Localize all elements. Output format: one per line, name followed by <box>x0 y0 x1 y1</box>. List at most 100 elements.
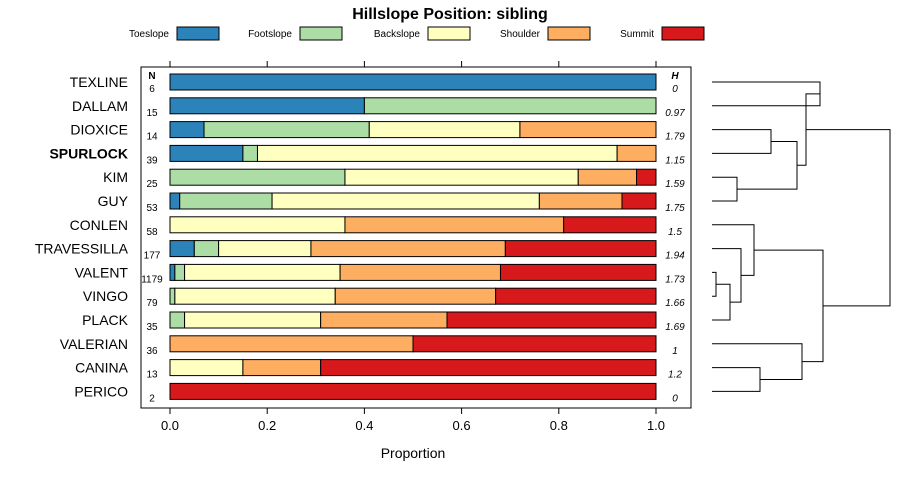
n-value-travessilla: 177 <box>144 251 161 262</box>
row-label-dioxice: DIOXICE <box>70 122 128 138</box>
bar-plack-summit <box>446 311 657 329</box>
bar-conlen-shoulder <box>344 216 565 234</box>
n-value-conlen: 58 <box>146 227 158 238</box>
n-value-texline: 6 <box>149 84 155 95</box>
bar-vingo-backslope <box>174 287 336 305</box>
row-label-conlen: CONLEN <box>70 217 128 233</box>
row-labels: TEXLINE DALLAM DIOXICE SPURLOCK KIM GUY CONLEN… <box>35 74 129 399</box>
bar-guy-toeslope <box>169 192 181 210</box>
bar-dioxice-backslope <box>368 121 521 139</box>
x-axis-title: Proportion <box>381 445 446 461</box>
dendro-valerian <box>712 343 803 380</box>
dendro-texline-dallam <box>712 81 821 107</box>
dendrogram <box>712 81 891 392</box>
row-label-perico: PERICO <box>74 383 128 399</box>
bar-plack-backslope <box>184 311 322 329</box>
bar-spurlock-footslope <box>242 144 258 162</box>
h-column-header: H <box>671 71 679 82</box>
bar-travessilla-toeslope <box>169 240 195 258</box>
plot-panel <box>140 66 692 409</box>
bar-dallam-toeslope <box>169 97 365 115</box>
dendro-vv-plack <box>712 283 731 321</box>
row-label-spurlock: SPURLOCK <box>49 145 128 161</box>
bar-spurlock-toeslope <box>169 144 244 162</box>
h-value-valent: 1.73 <box>665 274 685 285</box>
h-value-plack: 1.69 <box>665 322 685 333</box>
bar-guy-shoulder <box>538 192 623 210</box>
n-value-kim: 25 <box>146 179 158 190</box>
x-tick-label-4: 0.8 <box>550 418 568 433</box>
x-tick-label-1: 0.2 <box>258 418 276 433</box>
h-value-texline: 0 <box>672 84 678 95</box>
bar-vingo-shoulder <box>334 287 497 305</box>
bar-valent-footslope <box>174 263 186 281</box>
row-label-canina: CANINA <box>75 360 129 376</box>
h-values: 0 0.97 1.79 1.15 1.59 1.75 1.5 1.94 1.73 1.66 1.69… <box>665 84 685 404</box>
h-value-spurlock: 1.15 <box>665 155 685 166</box>
legend-swatch-footslope <box>299 26 343 41</box>
bar-valent-backslope <box>184 263 341 281</box>
dendro-root <box>806 129 891 307</box>
bar-spurlock-shoulder <box>616 144 657 162</box>
bar-kim-footslope <box>169 168 346 186</box>
row-label-travessilla: TRAVESSILLA <box>35 241 129 257</box>
x-tick-label-0: 0.0 <box>161 418 179 433</box>
h-value-conlen: 1.5 <box>668 227 682 238</box>
bar-plack-footslope <box>169 311 186 329</box>
dendro-dioxice-spurlock <box>712 129 772 154</box>
legend-label-shoulder: Shoulder <box>500 29 541 40</box>
bar-perico-summit <box>169 382 657 400</box>
legend-swatch-backslope <box>427 26 471 41</box>
dendro-lower <box>754 249 824 363</box>
row-label-plack: PLACK <box>82 312 129 328</box>
bar-travessilla-backslope <box>218 240 312 258</box>
x-tick-label-5: 1.0 <box>647 418 665 433</box>
bar-plack-shoulder <box>320 311 448 329</box>
bar-kim-shoulder <box>577 168 638 186</box>
h-value-travessilla: 1.94 <box>665 251 685 262</box>
row-label-guy: GUY <box>98 193 129 209</box>
n-value-valent: 1179 <box>141 274 163 285</box>
bar-kim-backslope <box>344 168 579 186</box>
legend: Toeslope Footslope Backslope Shoulder Summit <box>129 26 705 41</box>
n-value-canina: 13 <box>146 370 158 381</box>
bar-guy-footslope <box>179 192 273 210</box>
bar-travessilla-footslope <box>193 240 220 258</box>
bar-dallam-footslope <box>363 97 657 115</box>
legend-label-footslope: Footslope <box>248 29 292 40</box>
bar-guy-backslope <box>271 192 540 210</box>
row-label-dallam: DALLAM <box>72 98 128 114</box>
x-tick-label-2: 0.4 <box>355 418 373 433</box>
n-value-valerian: 36 <box>146 346 158 357</box>
n-value-dioxice: 14 <box>146 132 158 143</box>
row-label-valent: VALENT <box>75 264 129 280</box>
bar-valerian-shoulder <box>169 335 414 353</box>
bar-canina-shoulder <box>242 359 322 377</box>
chart-title: Hillslope Position: sibling <box>352 6 548 23</box>
bar-travessilla-summit <box>504 240 657 258</box>
x-axis: 0.0 0.2 0.4 0.6 0.8 1.0 <box>161 61 665 433</box>
dendro-canina-perico <box>712 367 761 392</box>
row-label-texline: TEXLINE <box>70 74 128 90</box>
h-value-kim: 1.59 <box>665 179 685 190</box>
x-tick-label-3: 0.6 <box>453 418 471 433</box>
n-values: 6 15 14 39 25 53 58 177 1179 79 35 36 13 2 <box>141 84 163 404</box>
bar-conlen-backslope <box>169 216 346 234</box>
h-value-perico: 0 <box>672 393 678 404</box>
legend-swatch-summit <box>661 26 705 41</box>
h-value-vingo: 1.66 <box>665 298 685 309</box>
bars <box>169 73 657 400</box>
bar-dioxice-footslope <box>203 121 370 139</box>
h-value-canina: 1.2 <box>668 370 682 381</box>
row-label-valerian: VALERIAN <box>60 336 128 352</box>
row-label-vingo: VINGO <box>83 288 128 304</box>
bar-dioxice-shoulder <box>519 121 657 139</box>
dendro-kim-guy <box>712 176 738 202</box>
h-value-dallam: 0.97 <box>665 108 685 119</box>
bar-valent-toeslope <box>169 263 176 281</box>
bar-texline-toeslope <box>169 73 657 91</box>
bar-canina-summit <box>320 359 657 377</box>
n-column-header: N <box>148 71 155 82</box>
bar-canina-backslope <box>169 359 244 377</box>
